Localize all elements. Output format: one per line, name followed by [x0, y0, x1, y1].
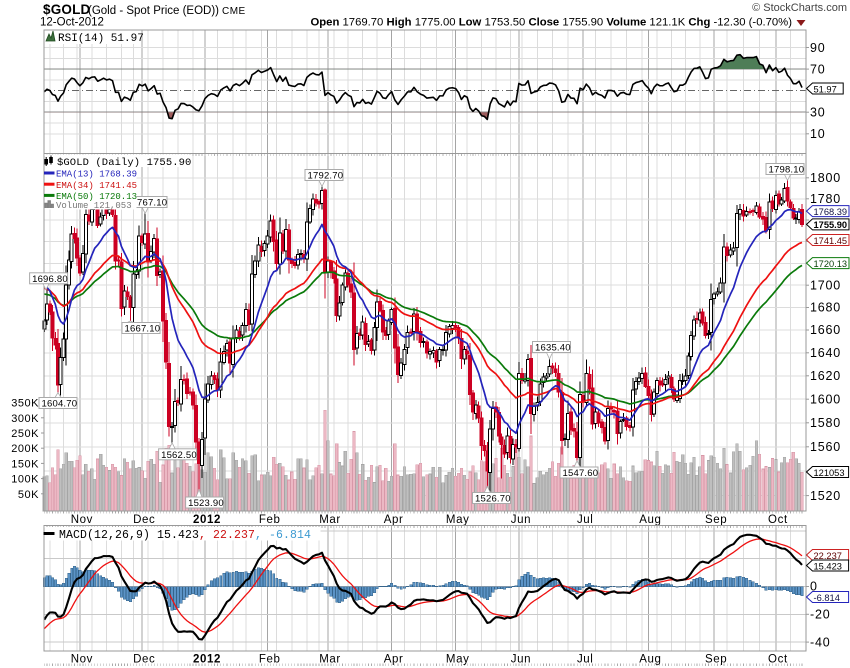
svg-text:1600: 1600 — [810, 392, 841, 406]
svg-text:12-Oct-2012: 12-Oct-2012 — [40, 17, 104, 29]
svg-text:Open 1769.70 High 1775.00 Low: Open 1769.70 High 1775.00 Low 1753.50 Cl… — [310, 17, 792, 29]
svg-text:$GOLD (Daily) 1755.90: $GOLD (Daily) 1755.90 — [57, 157, 191, 169]
svg-text:EMA(50) 1720.13: EMA(50) 1720.13 — [56, 192, 137, 202]
svg-text:22.237: 22.237 — [814, 551, 842, 561]
svg-text:$GOLD: $GOLD — [43, 2, 91, 17]
svg-text:1620: 1620 — [810, 369, 841, 383]
svg-text:EMA(34) 1741.45: EMA(34) 1741.45 — [56, 181, 137, 191]
svg-text:1520: 1520 — [810, 489, 841, 503]
svg-text:Mar: Mar — [319, 514, 341, 526]
svg-text:CME: CME — [222, 6, 246, 17]
svg-text:MACD(12,26,9) 15.423, 22.237,: MACD(12,26,9) 15.423, 22.237, -6.814 — [59, 529, 311, 542]
svg-text:Jun: Jun — [511, 514, 531, 526]
svg-text:1767.10: 1767.10 — [132, 198, 168, 209]
svg-text:1780: 1780 — [810, 192, 841, 206]
svg-text:Volume 121,053: Volume 121,053 — [56, 201, 132, 211]
svg-text:51.97: 51.97 — [814, 84, 837, 94]
svg-text:1547.60: 1547.60 — [563, 468, 599, 479]
svg-text:1526.70: 1526.70 — [475, 494, 511, 505]
svg-text:Nov: Nov — [71, 654, 93, 666]
svg-text:-40: -40 — [810, 635, 830, 649]
svg-text:Apr: Apr — [384, 514, 404, 526]
svg-text:350K: 350K — [11, 398, 39, 410]
svg-text:1562.50: 1562.50 — [161, 450, 197, 461]
svg-text:Apr: Apr — [384, 654, 404, 666]
svg-text:Mar: Mar — [319, 654, 341, 666]
svg-text:Dec: Dec — [133, 654, 155, 666]
svg-text:Jun: Jun — [511, 654, 531, 666]
svg-text:(Gold - Spot Price (EOD)): (Gold - Spot Price (EOD)) — [88, 5, 219, 17]
svg-text:1768.39: 1768.39 — [814, 207, 848, 217]
svg-text:150K: 150K — [11, 458, 39, 470]
svg-text:-6.814: -6.814 — [814, 593, 840, 603]
svg-text:10: 10 — [810, 127, 826, 141]
svg-text:Oct: Oct — [768, 514, 788, 526]
svg-text:300K: 300K — [11, 413, 39, 425]
svg-text:1560: 1560 — [810, 440, 841, 454]
svg-text:Sep: Sep — [705, 514, 727, 526]
svg-text:Sep: Sep — [705, 654, 727, 666]
svg-text:Jul: Jul — [577, 654, 594, 666]
svg-text:121053: 121053 — [814, 468, 845, 478]
svg-text:Nov: Nov — [71, 514, 93, 526]
svg-text:2012: 2012 — [193, 654, 221, 666]
svg-text:1523.90: 1523.90 — [188, 498, 224, 509]
svg-text:1792.70: 1792.70 — [308, 171, 344, 182]
svg-text:1696.80: 1696.80 — [32, 274, 68, 285]
svg-text:15.423: 15.423 — [814, 561, 842, 571]
svg-text:50K: 50K — [18, 489, 39, 501]
svg-text:1680: 1680 — [810, 301, 841, 315]
svg-text:1660: 1660 — [810, 323, 841, 337]
svg-text:1640: 1640 — [810, 346, 841, 360]
svg-text:1800: 1800 — [810, 171, 841, 185]
svg-text:1604.70: 1604.70 — [42, 399, 78, 410]
svg-text:100K: 100K — [11, 474, 39, 486]
svg-text:1755.90: 1755.90 — [814, 220, 848, 230]
svg-text:70: 70 — [810, 62, 826, 76]
svg-text:1635.40: 1635.40 — [535, 343, 571, 354]
svg-text:Feb: Feb — [259, 514, 281, 526]
svg-text:30: 30 — [810, 105, 826, 119]
svg-text:Feb: Feb — [259, 654, 281, 666]
svg-text:Aug: Aug — [639, 514, 661, 526]
svg-text:0: 0 — [810, 580, 818, 594]
svg-text:1700: 1700 — [810, 278, 841, 292]
svg-text:Aug: Aug — [639, 654, 661, 666]
svg-text:1798.10: 1798.10 — [769, 165, 805, 176]
svg-text:May: May — [446, 514, 470, 526]
svg-text:EMA(13) 1768.39: EMA(13) 1768.39 — [56, 170, 137, 180]
svg-text:90: 90 — [810, 41, 826, 55]
svg-text:1580: 1580 — [810, 416, 841, 430]
svg-text:Jul: Jul — [577, 514, 594, 526]
svg-text:250K: 250K — [11, 428, 39, 440]
svg-text:May: May — [446, 654, 470, 666]
svg-text:1667.10: 1667.10 — [125, 324, 161, 335]
svg-text:-20: -20 — [810, 608, 830, 622]
svg-text:Dec: Dec — [133, 514, 155, 526]
svg-text:© StockCharts.com: © StockCharts.com — [752, 2, 847, 14]
svg-text:1720.13: 1720.13 — [814, 259, 848, 269]
svg-text:RSI(14) 51.97: RSI(14) 51.97 — [58, 33, 144, 45]
svg-text:2012: 2012 — [193, 514, 221, 526]
svg-text:1741.45: 1741.45 — [814, 236, 848, 246]
svg-text:Oct: Oct — [768, 654, 788, 666]
svg-text:200K: 200K — [11, 443, 39, 455]
